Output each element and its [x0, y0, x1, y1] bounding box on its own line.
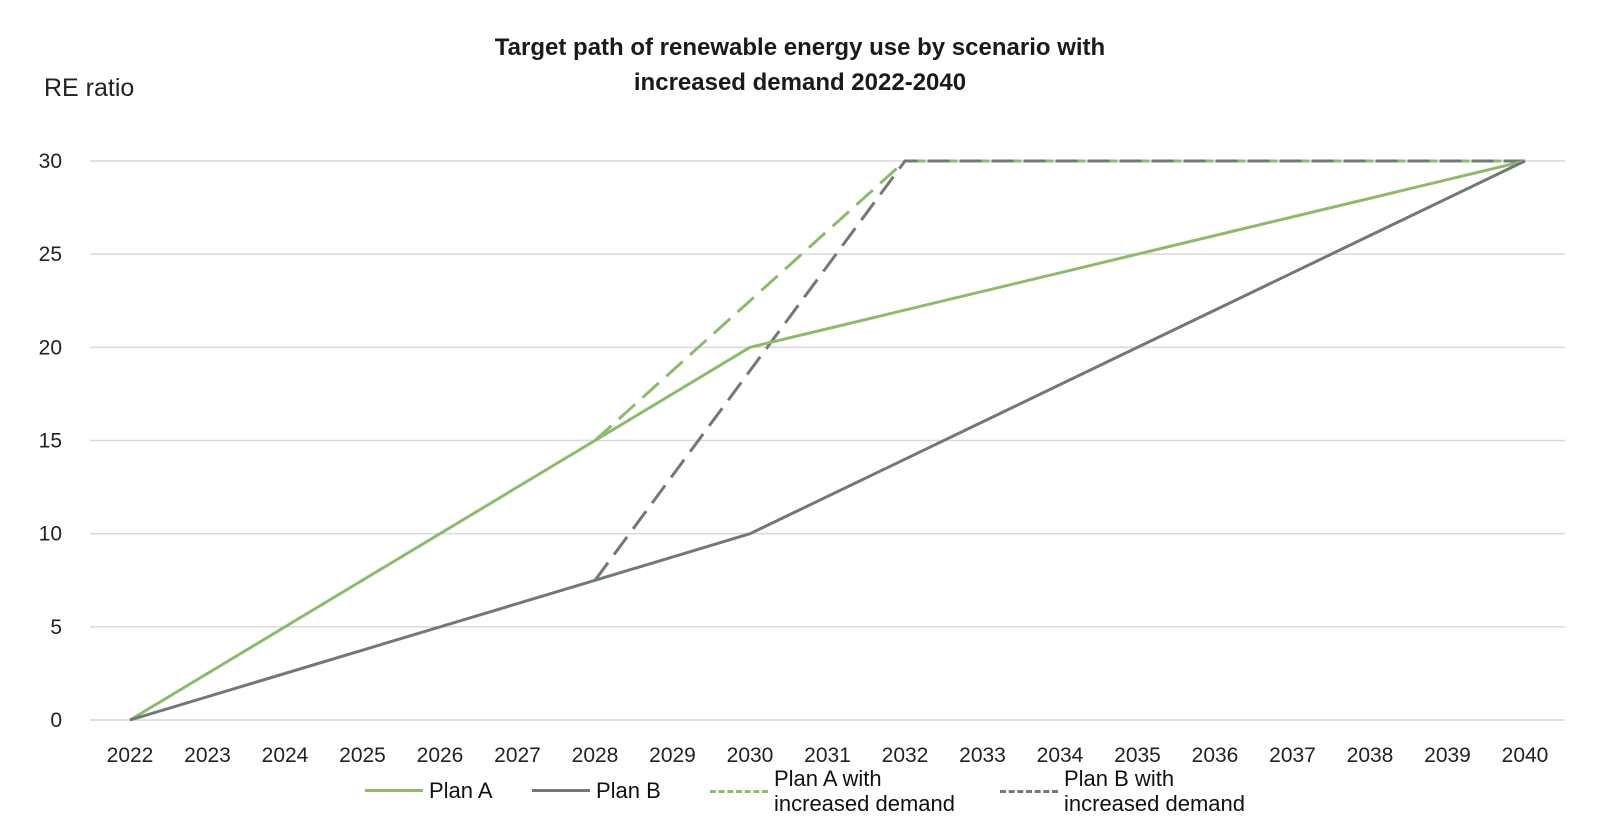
- y-tick-label-5: 5: [50, 616, 62, 639]
- legend-label-plan-b-increased-line-2: increased demand: [1064, 791, 1246, 816]
- legend-swatch-plan-a-increased: [710, 789, 768, 793]
- x-tick-label-2040: 2040: [1502, 744, 1549, 767]
- legend-label-plan-b-increased: Plan B with increased demand: [1064, 766, 1245, 816]
- x-tick-label-2036: 2036: [1192, 744, 1239, 767]
- legend-item-plan-a-increased: Plan A with increased demand: [710, 766, 955, 816]
- legend-swatch-plan-a: [365, 789, 423, 792]
- y-tick-label-25: 25: [39, 243, 62, 266]
- x-tick-label-2029: 2029: [649, 744, 696, 767]
- x-tick-label-2023: 2023: [184, 744, 231, 767]
- y-tick-label-10: 10: [39, 523, 62, 546]
- legend-swatch-plan-b-increased: [1000, 789, 1058, 793]
- series-lines: [129, 159, 1526, 722]
- x-tick-label-2025: 2025: [339, 744, 386, 767]
- y-tick-label-0: 0: [50, 709, 62, 732]
- series-line-plan-b-increased: [593, 159, 1525, 582]
- legend-label-plan-a-increased-line-1: Plan A with: [774, 766, 882, 791]
- legend-label-plan-a-increased-line-2: increased demand: [774, 791, 956, 816]
- legend-item-plan-b: Plan B: [532, 778, 661, 803]
- y-axis-label: RE ratio: [44, 74, 135, 102]
- x-tick-label-2033: 2033: [959, 744, 1006, 767]
- y-tick-labels: 0 5 10 15 20 25 30: [39, 150, 62, 732]
- grid-lines: [90, 160, 1565, 721]
- series-line-plan-a-increased: [593, 159, 1525, 442]
- x-tick-label-2031: 2031: [804, 744, 851, 767]
- legend-label-plan-a: Plan A: [429, 778, 493, 803]
- chart-title: Target path of renewable energy use by s…: [300, 30, 1300, 100]
- x-tick-label-2026: 2026: [417, 744, 464, 767]
- legend-item-plan-b-increased: Plan B with increased demand: [1000, 766, 1245, 816]
- legend-swatch-plan-b: [532, 789, 590, 792]
- legend-item-plan-a: Plan A: [365, 778, 493, 803]
- x-tick-label-2034: 2034: [1037, 744, 1084, 767]
- y-tick-label-15: 15: [39, 430, 62, 453]
- chart-title-line-2: increased demand 2022-2040: [633, 69, 967, 96]
- x-tick-label-2024: 2024: [262, 744, 309, 767]
- x-tick-label-2039: 2039: [1424, 744, 1471, 767]
- x-tick-label-2022: 2022: [107, 744, 154, 767]
- x-tick-label-2030: 2030: [727, 744, 774, 767]
- series-line-plan-b: [129, 159, 1526, 722]
- x-tick-label-2027: 2027: [494, 744, 541, 767]
- legend-label-plan-b: Plan B: [596, 778, 661, 803]
- chart-title-line-1: Target path of renewable energy use by s…: [494, 34, 1106, 61]
- y-tick-label-20: 20: [39, 336, 62, 359]
- legend-label-plan-b-increased-line-1: Plan B with: [1064, 766, 1175, 791]
- legend: Plan A Plan B Plan A with increased dema…: [0, 766, 1600, 834]
- legend-label-plan-a-increased: Plan A with increased demand: [774, 766, 955, 816]
- x-tick-label-2035: 2035: [1114, 744, 1161, 767]
- x-tick-label-2028: 2028: [572, 744, 619, 767]
- x-tick-labels: 2022 2023 2024 2025 2026 2027 2028 2029 2030 2031…: [107, 744, 1549, 767]
- x-tick-label-2038: 2038: [1347, 744, 1394, 767]
- y-tick-label-30: 30: [39, 150, 62, 173]
- x-tick-label-2037: 2037: [1269, 744, 1316, 767]
- series-line-plan-a: [129, 159, 1526, 722]
- x-tick-label-2032: 2032: [882, 744, 929, 767]
